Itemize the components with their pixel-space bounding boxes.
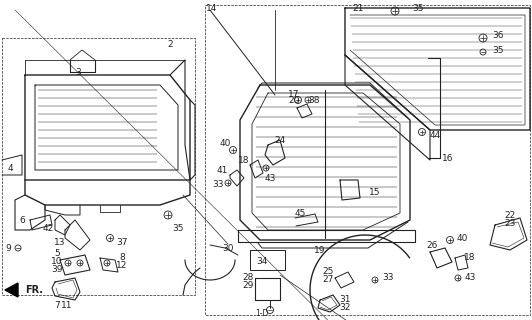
Text: 31: 31 (339, 295, 351, 305)
Text: 35: 35 (492, 45, 504, 54)
Text: 33: 33 (383, 274, 394, 283)
Text: 5: 5 (54, 250, 60, 259)
Text: 35: 35 (172, 223, 184, 233)
Text: 10: 10 (51, 258, 63, 267)
Text: 6: 6 (19, 215, 25, 225)
Text: 20: 20 (288, 95, 300, 105)
Text: 38: 38 (308, 95, 320, 105)
Text: 18: 18 (238, 156, 250, 164)
Text: FR.: FR. (25, 285, 43, 295)
Text: 22: 22 (504, 211, 516, 220)
Text: 27: 27 (322, 276, 334, 284)
Text: 17: 17 (288, 90, 300, 99)
Text: 12: 12 (117, 261, 128, 270)
Text: 19: 19 (314, 245, 326, 254)
Text: 3: 3 (75, 68, 81, 76)
Text: 40: 40 (456, 234, 468, 243)
Text: 1-D: 1-D (255, 309, 269, 318)
Text: 28: 28 (242, 274, 254, 283)
Text: 14: 14 (206, 4, 218, 12)
Text: 13: 13 (54, 237, 66, 246)
Text: 11: 11 (61, 300, 73, 309)
Text: 41: 41 (217, 165, 228, 174)
Text: 21: 21 (352, 4, 364, 12)
Text: 8: 8 (119, 253, 125, 262)
Text: 42: 42 (43, 223, 54, 233)
Text: 32: 32 (339, 303, 351, 313)
Text: 35: 35 (412, 4, 424, 12)
Text: 2: 2 (167, 39, 173, 49)
Polygon shape (5, 283, 18, 297)
Text: 33: 33 (212, 180, 224, 188)
Text: 43: 43 (464, 274, 476, 283)
Text: 26: 26 (426, 241, 438, 250)
Text: 25: 25 (322, 268, 334, 276)
Text: 30: 30 (222, 244, 234, 252)
Text: 4: 4 (7, 164, 13, 172)
Text: 7: 7 (54, 300, 60, 309)
Text: 43: 43 (264, 173, 276, 182)
Text: 36: 36 (492, 30, 504, 39)
Text: 45: 45 (294, 209, 306, 218)
Text: 18: 18 (464, 253, 476, 262)
Text: 44: 44 (429, 131, 440, 140)
Text: 40: 40 (219, 139, 231, 148)
Text: 24: 24 (275, 135, 286, 145)
Text: 29: 29 (242, 282, 254, 291)
Text: 16: 16 (442, 154, 454, 163)
Text: 37: 37 (117, 237, 128, 246)
Text: 39: 39 (51, 266, 63, 275)
Text: 15: 15 (369, 188, 381, 196)
Text: 34: 34 (256, 258, 268, 267)
Text: 23: 23 (504, 219, 516, 228)
Text: 9: 9 (5, 244, 11, 252)
